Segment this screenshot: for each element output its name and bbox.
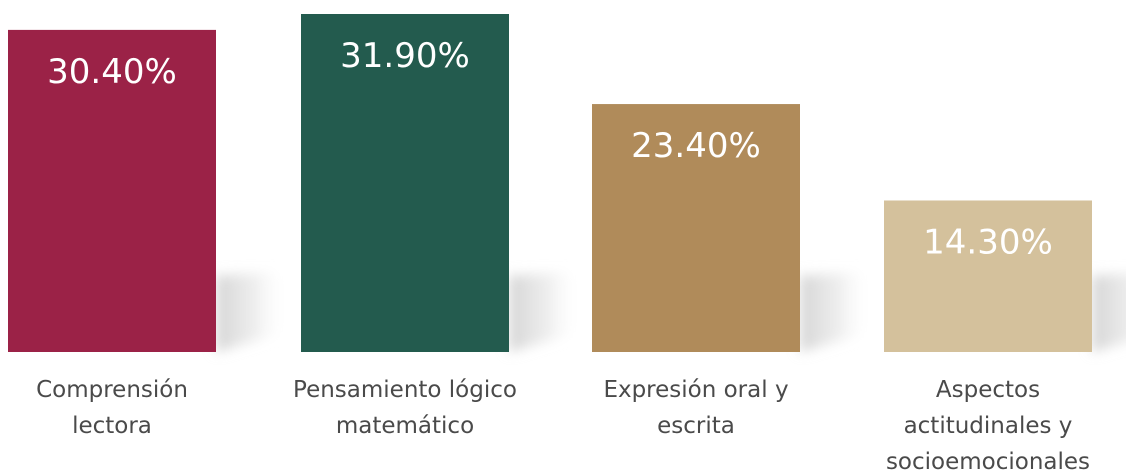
- bar-value-label: 31.90%: [340, 36, 470, 76]
- category-labels: Comprensión lectora Pensamiento lógico mate…: [36, 377, 1090, 471]
- category-label: Pensamiento lógico: [293, 377, 517, 403]
- category-label: Expresión oral y: [603, 377, 788, 403]
- category-label: matemático: [336, 413, 474, 439]
- category-label: escrita: [657, 413, 735, 439]
- bar-value-label: 30.40%: [47, 52, 177, 92]
- bar-value-label: 14.30%: [923, 222, 1053, 262]
- category-label: socioemocionales: [886, 449, 1090, 471]
- bar-shadow: [1092, 272, 1126, 352]
- category-label: Aspectos: [936, 377, 1040, 403]
- bar-value-label: 23.40%: [631, 126, 761, 166]
- bar-shadow: [509, 272, 579, 352]
- category-label: lectora: [72, 413, 152, 439]
- category-label: Comprensión: [36, 377, 188, 403]
- bar-shadow: [800, 272, 870, 352]
- category-label: actitudinales y: [904, 413, 1073, 439]
- bar-shadow: [216, 272, 286, 352]
